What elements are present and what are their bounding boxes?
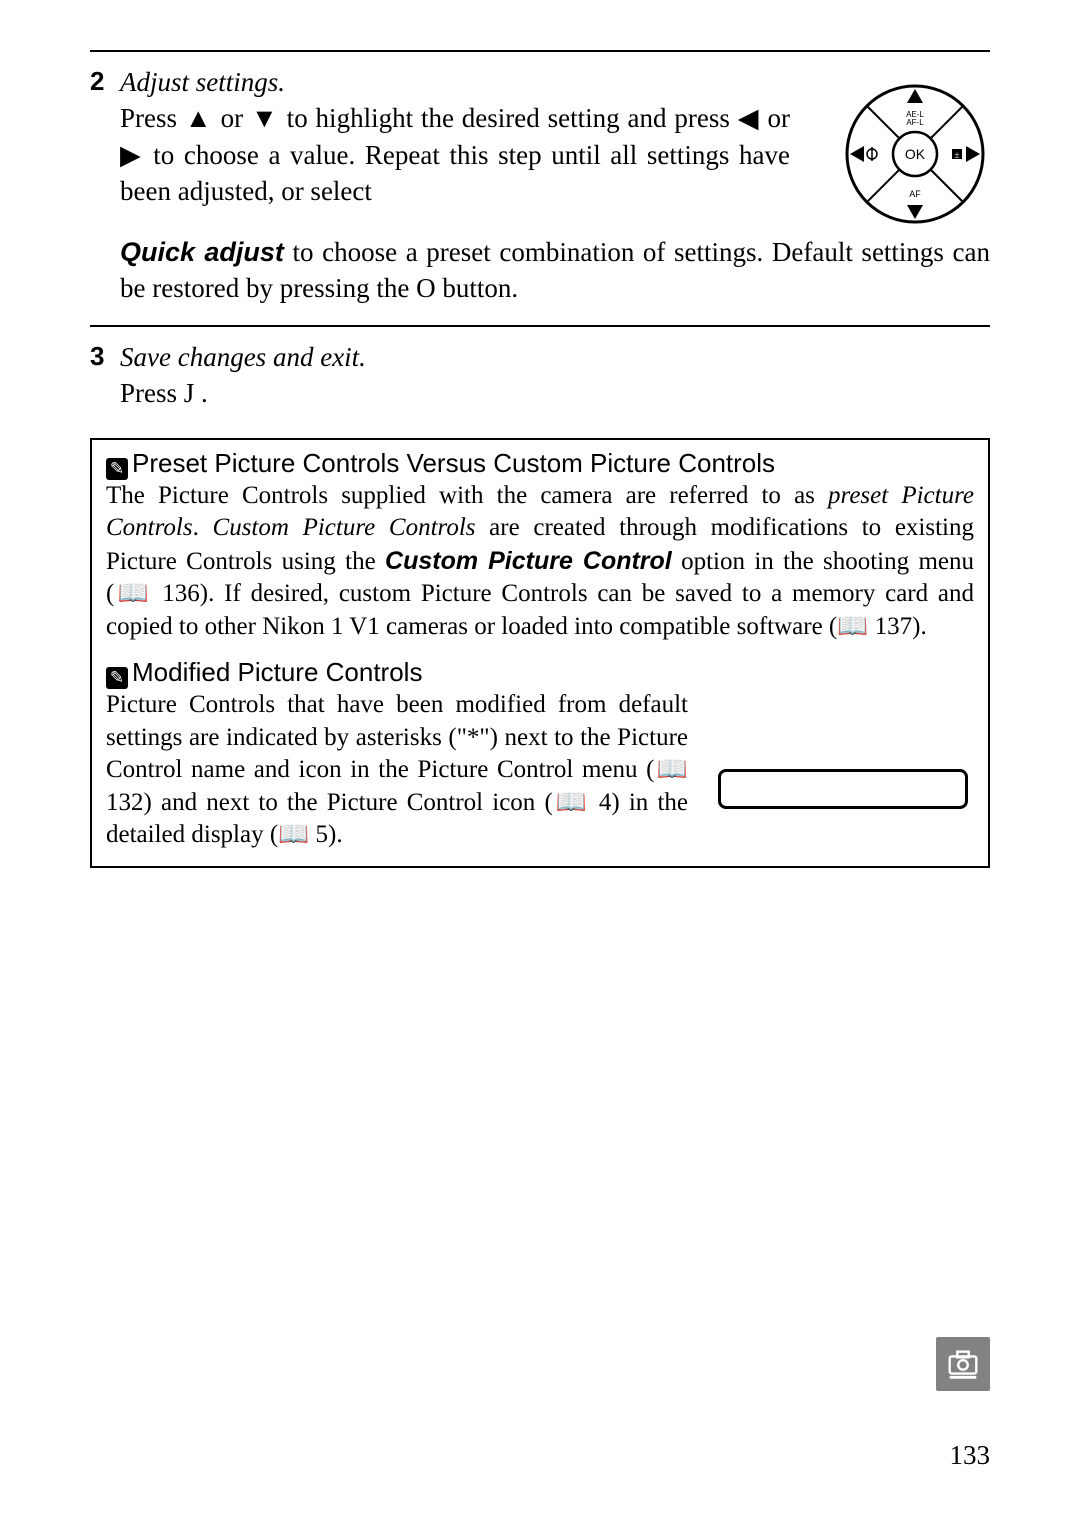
note-icon: ✎	[106, 458, 128, 480]
info-box: ✎Preset Picture Controls Versus Custom P…	[90, 438, 990, 868]
dial-af-label: AF	[909, 189, 921, 199]
info-box-title-1: ✎Preset Picture Controls Versus Custom P…	[106, 448, 974, 480]
step-2-number: 2	[90, 66, 104, 97]
down-arrow-icon	[907, 205, 923, 219]
divider-mid	[90, 325, 990, 327]
right-arrow-icon	[966, 146, 980, 162]
step-3: 3 Save changes and exit. Press J .	[90, 339, 990, 412]
picture-control-screen-placeholder	[718, 689, 974, 809]
info-box-title-2: ✎Modified Picture Controls	[106, 657, 974, 689]
quick-adjust-label: Quick adjust	[120, 237, 284, 267]
step-2-text-b: Quick adjust to choose a preset combinat…	[120, 234, 990, 307]
page-number: 133	[950, 1440, 991, 1471]
manual-page: 2 Adjust settings. Press ▲ or ▼ to highl…	[0, 0, 1080, 1521]
step-2-title: Adjust settings.	[120, 64, 790, 100]
step-2: 2 Adjust settings. Press ▲ or ▼ to highl…	[90, 64, 990, 307]
info-box-text-2: Picture Controls that have been modified…	[106, 689, 688, 852]
section-camera-icon	[936, 1337, 990, 1391]
svg-text:AF-L: AF-L	[906, 118, 924, 127]
note-icon: ✎	[106, 667, 128, 689]
divider-top	[90, 50, 990, 52]
svg-text:±: ±	[955, 150, 960, 160]
step-3-text: Press J .	[120, 375, 990, 411]
info-box-text-1: The Picture Controls supplied with the c…	[106, 480, 974, 644]
multi-selector-diagram: OK AE-L AF-L AF	[840, 64, 990, 234]
left-arrow-icon	[850, 146, 864, 162]
step-2-text-a: Press ▲ or ▼ to highlight the desired se…	[120, 100, 790, 209]
dial-ok-label: OK	[905, 146, 926, 162]
step-3-number: 3	[90, 341, 104, 372]
step-3-title: Save changes and exit.	[120, 339, 990, 375]
up-arrow-icon	[907, 89, 923, 103]
